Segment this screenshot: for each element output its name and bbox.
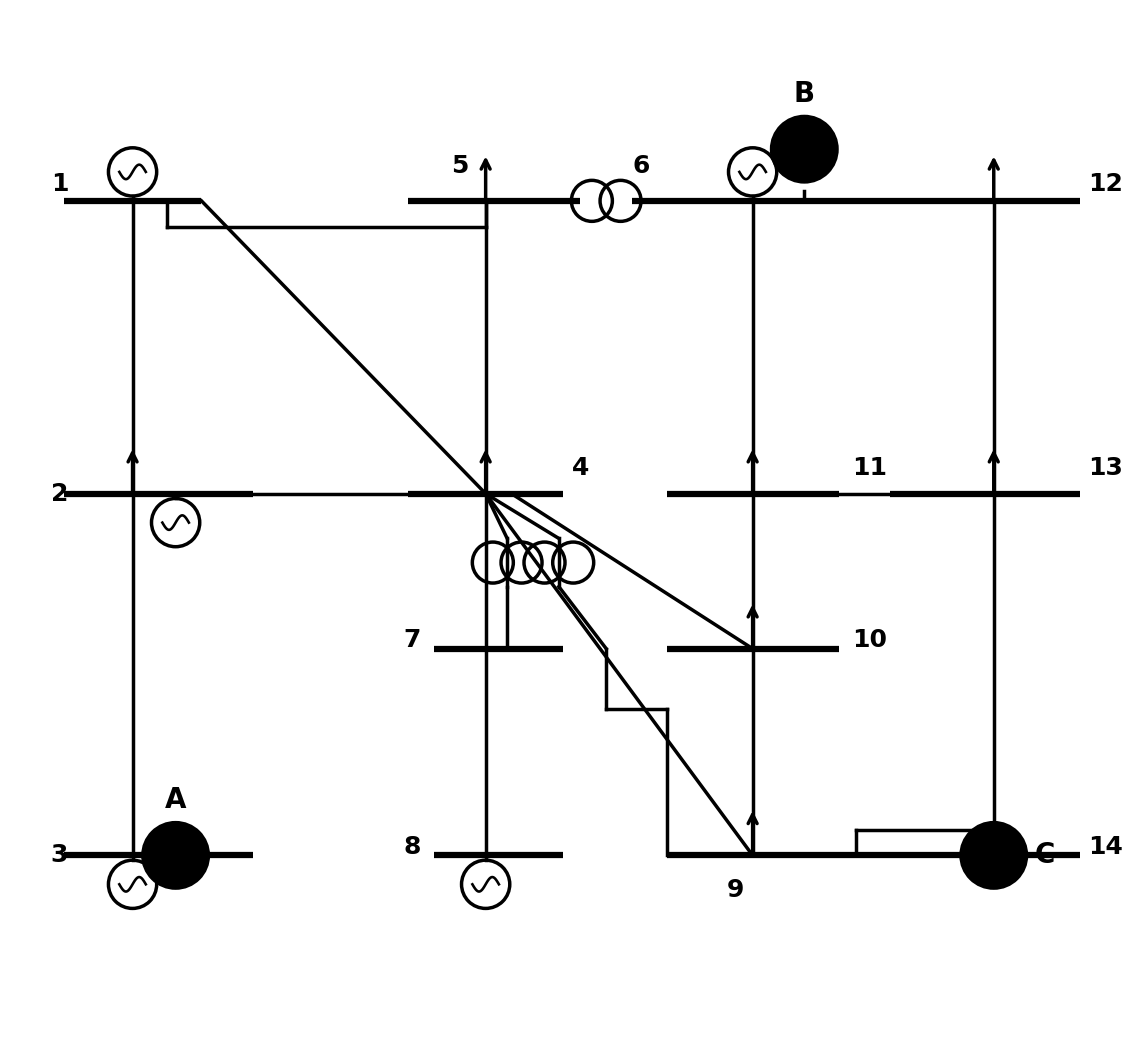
Text: B: B (793, 80, 815, 108)
Text: A: A (165, 787, 186, 814)
Text: 14: 14 (1088, 834, 1123, 859)
Text: 8: 8 (403, 834, 421, 859)
Text: 7: 7 (403, 628, 421, 652)
Text: 2: 2 (51, 482, 68, 506)
Text: 10: 10 (852, 628, 887, 652)
Circle shape (142, 823, 208, 888)
Text: 12: 12 (1088, 171, 1123, 195)
Text: 4: 4 (572, 456, 589, 480)
Text: 9: 9 (727, 878, 744, 902)
Text: 1: 1 (51, 171, 68, 195)
Text: 5: 5 (451, 155, 469, 179)
Circle shape (772, 116, 837, 182)
Text: 11: 11 (852, 456, 887, 480)
Text: 3: 3 (51, 844, 68, 868)
Text: 13: 13 (1088, 456, 1123, 480)
Circle shape (960, 823, 1026, 888)
Text: C: C (1035, 842, 1055, 870)
Text: 6: 6 (632, 155, 650, 179)
